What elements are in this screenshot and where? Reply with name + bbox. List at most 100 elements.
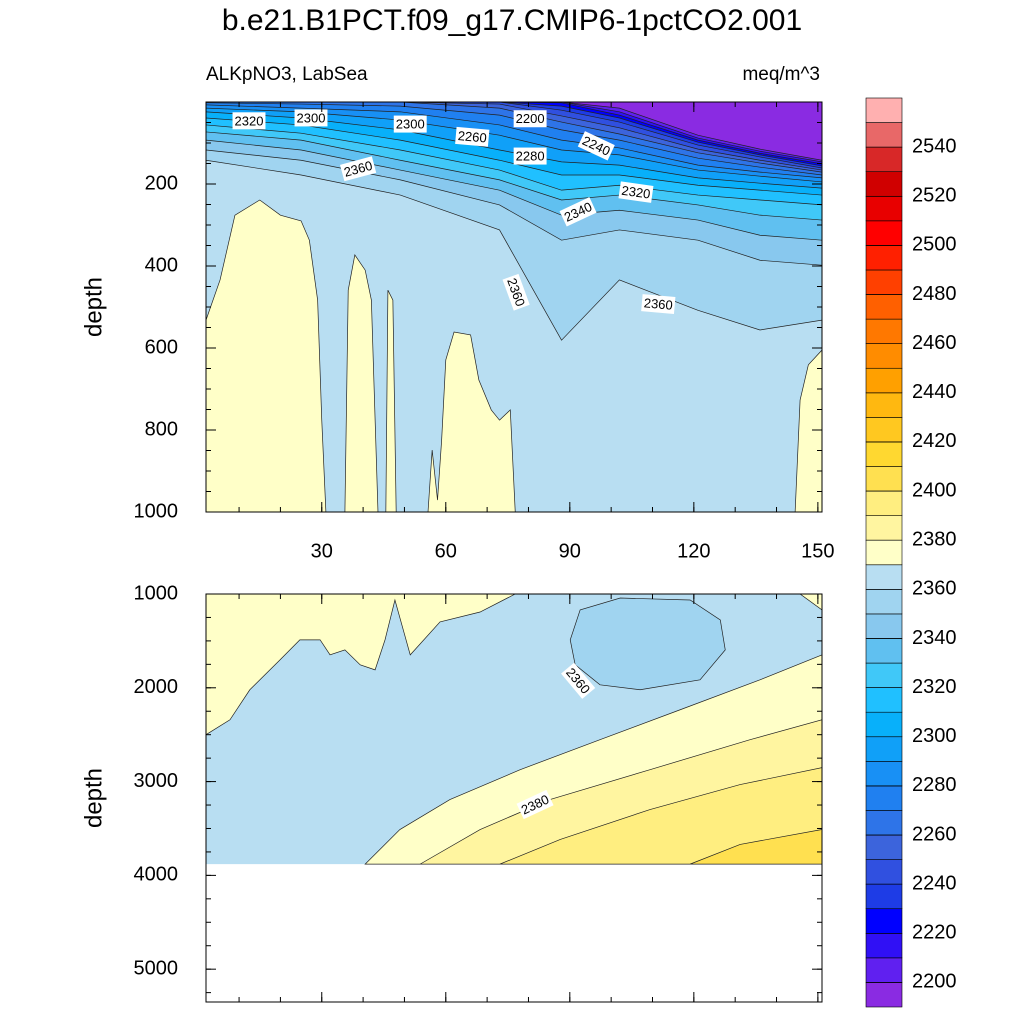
colorbar-label: 2240 [912,872,957,894]
plot-frame [205,593,823,1003]
y-tick-label: 800 [145,418,178,440]
contour-label-bg [641,294,676,314]
colorbar-box [865,932,903,959]
y-tick-label: 3000 [134,770,179,792]
colorbar-box [865,245,903,271]
contour-line [206,102,822,165]
contour-line [206,102,822,171]
chart-title: b.e21.B1PCT.f09_g17.CMIP6-1pctCO2.001 [222,4,802,37]
colorbar-box [865,736,903,762]
contour-label: 2360 [502,273,530,311]
contour-label-text: 2320 [621,183,652,202]
contour-label-text: 2360 [342,158,374,180]
contour-region [206,199,327,512]
contour-label-text: 2320 [235,113,264,128]
x-tick-label: 30 [311,540,333,562]
colorbar-label: 2480 [912,283,957,305]
y-tick-label: 1000 [134,500,179,522]
colorbar-box [865,97,903,123]
colorbar-label: 2420 [912,430,957,452]
contour-label-bg [559,197,597,227]
colorbar-label: 2360 [912,578,957,600]
contour-line [206,102,822,163]
contour-region [799,594,822,611]
contour-label-text: 2300 [297,110,326,125]
contour-line [206,131,822,221]
contour-line [206,149,822,266]
contour-region [794,349,822,512]
colorbar-label: 2520 [912,185,957,207]
contour-region [206,594,516,736]
contour-label-bg [618,181,654,203]
contour-label-bg [340,156,377,182]
colorbar-box [865,220,903,246]
colorbar-box [865,662,903,688]
colorbar-box [865,367,903,394]
contour-region [689,829,822,865]
colorbar-box [865,957,903,983]
contour-label: 2260 [455,126,490,147]
contour-label-bg [393,115,427,133]
colorbar-label: 2340 [912,627,957,649]
colorbar-label: 2280 [912,774,957,796]
colorbar-label: 2380 [912,528,957,550]
colorbar-box [865,711,903,738]
contour-label-text: 2360 [643,295,673,312]
contour-region [385,290,397,512]
colorbar-box [865,859,903,885]
colorbar-label: 2260 [912,823,957,845]
colorbar-box [865,834,903,860]
colorbar-box [865,490,903,516]
x-tick-label: 60 [435,540,457,562]
colorbar-box [865,908,903,934]
contour-label: 2200 [513,110,547,128]
contour-region [499,767,822,865]
colorbar-box [865,761,903,787]
colorbar-box [865,417,903,443]
colorbar-box [865,392,903,418]
colorbar-box [865,589,903,615]
contour-label-text: 2200 [516,111,545,126]
colorbar-box [865,466,903,492]
contour-label-text: 2260 [457,128,487,145]
contour-label: 2320 [232,112,266,130]
y-tick-label: 2000 [134,676,179,698]
colorbar-box [865,515,903,541]
y-tick-label: 200 [145,172,178,194]
y-tick-label: 4000 [134,864,179,886]
contour-label-bg [561,662,596,699]
colorbar-label: 2220 [912,922,957,944]
colorbar-label: 2200 [912,971,957,993]
contour-label-bg [294,109,328,127]
colorbar-box [865,441,903,467]
contour-line [206,111,822,189]
contour-label: 2300 [294,109,328,127]
contour-line [206,104,822,179]
contour-line [206,102,822,173]
contour-label: 2360 [340,156,377,182]
subtitle-left: ALKpNO3, LabSea [206,64,368,85]
colorbar-label: 2400 [912,479,957,501]
contour-line [206,107,822,183]
contour-label-text: 2280 [516,149,545,164]
contour-label-bg [455,126,490,147]
x-tick-label: 120 [677,540,710,562]
colorbar-box [865,785,903,811]
contour-label-text: 2300 [396,117,425,132]
contour-line [206,102,822,169]
y-tick-label: 400 [145,254,178,276]
contour-region [344,254,379,512]
colorbar-box [865,294,903,320]
colorbar-box [865,122,903,148]
contour-label: 2300 [393,115,427,133]
colorbar-box [865,982,903,1008]
colorbar-box [865,146,903,173]
contour-label-bg [516,789,554,820]
contour-label-bg [232,112,266,130]
colorbar-box [865,171,903,197]
contour-band [206,102,822,161]
contour-label: 2320 [618,181,654,203]
plot-area [206,594,822,865]
